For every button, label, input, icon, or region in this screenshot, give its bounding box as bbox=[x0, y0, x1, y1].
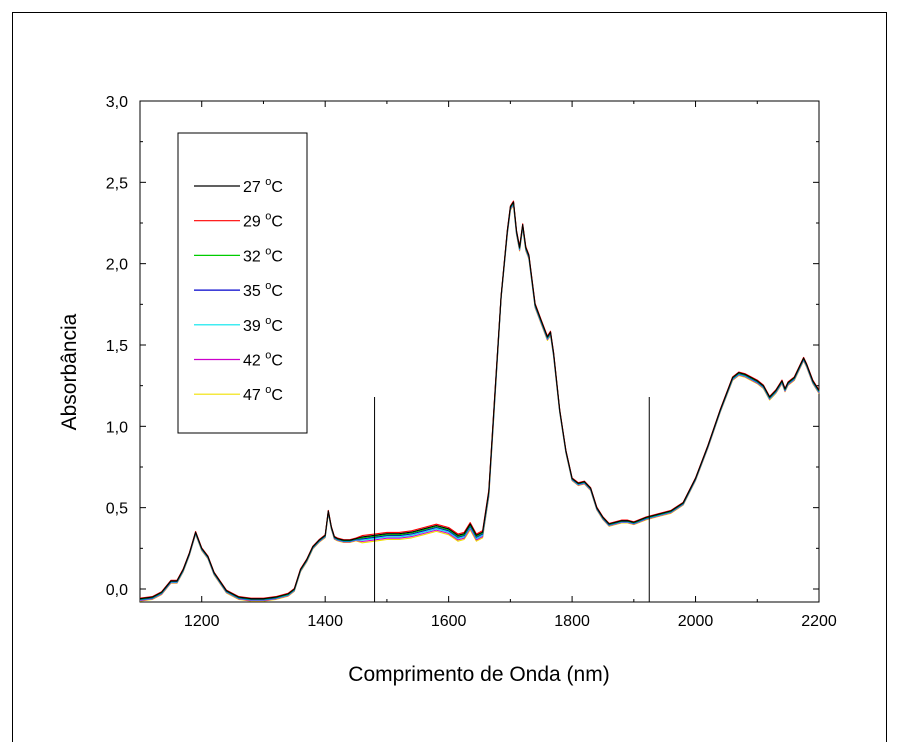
series-line-27 bbox=[139, 201, 820, 600]
x-axis-label: Comprimento de Onda (nm) bbox=[348, 663, 609, 686]
legend-label-35: 35 oC bbox=[243, 280, 283, 300]
vertical-markers bbox=[374, 397, 650, 602]
legend-box bbox=[177, 132, 308, 434]
y-tick-label: 2,5 bbox=[106, 175, 128, 192]
y-tick-label: 0,5 bbox=[106, 501, 128, 518]
figure-frame bbox=[12, 12, 887, 742]
legend: 27 oC 29 oC 32 oC 35 oC 39 oC 42 oC 47 oC bbox=[177, 132, 308, 434]
legend-label-47: 47 oC bbox=[243, 384, 283, 404]
legend-label-32: 32 oC bbox=[243, 245, 283, 265]
legend-label-29: 29 oC bbox=[243, 211, 283, 231]
y-axis-label: Absorbância bbox=[58, 313, 81, 430]
legend-label-27: 27 oC bbox=[243, 176, 283, 196]
y-tick-label: 1,5 bbox=[106, 338, 128, 355]
y-tick-label: 2,0 bbox=[106, 257, 128, 274]
x-tick-label: 2200 bbox=[801, 613, 837, 630]
axes: 1200 1400 1600 1800 2000 2200 0,0 0,5 1,0 1,5 2,0 2… bbox=[106, 94, 837, 630]
y-tick-label: 1,0 bbox=[106, 419, 128, 436]
legend-label-42: 42 oC bbox=[243, 350, 283, 370]
x-tick-label: 2000 bbox=[678, 613, 714, 630]
x-tick-label: 1800 bbox=[554, 613, 590, 630]
y-tick-label: 3,0 bbox=[106, 94, 128, 111]
legend-label-39: 39 oC bbox=[243, 315, 283, 335]
series-layer bbox=[139, 200, 820, 602]
x-tick-label: 1400 bbox=[307, 613, 343, 630]
x-tick-label: 1600 bbox=[431, 613, 467, 630]
plot-border bbox=[139, 100, 820, 603]
x-tick-label: 1200 bbox=[184, 613, 220, 630]
y-tick-label: 0,0 bbox=[106, 582, 128, 599]
